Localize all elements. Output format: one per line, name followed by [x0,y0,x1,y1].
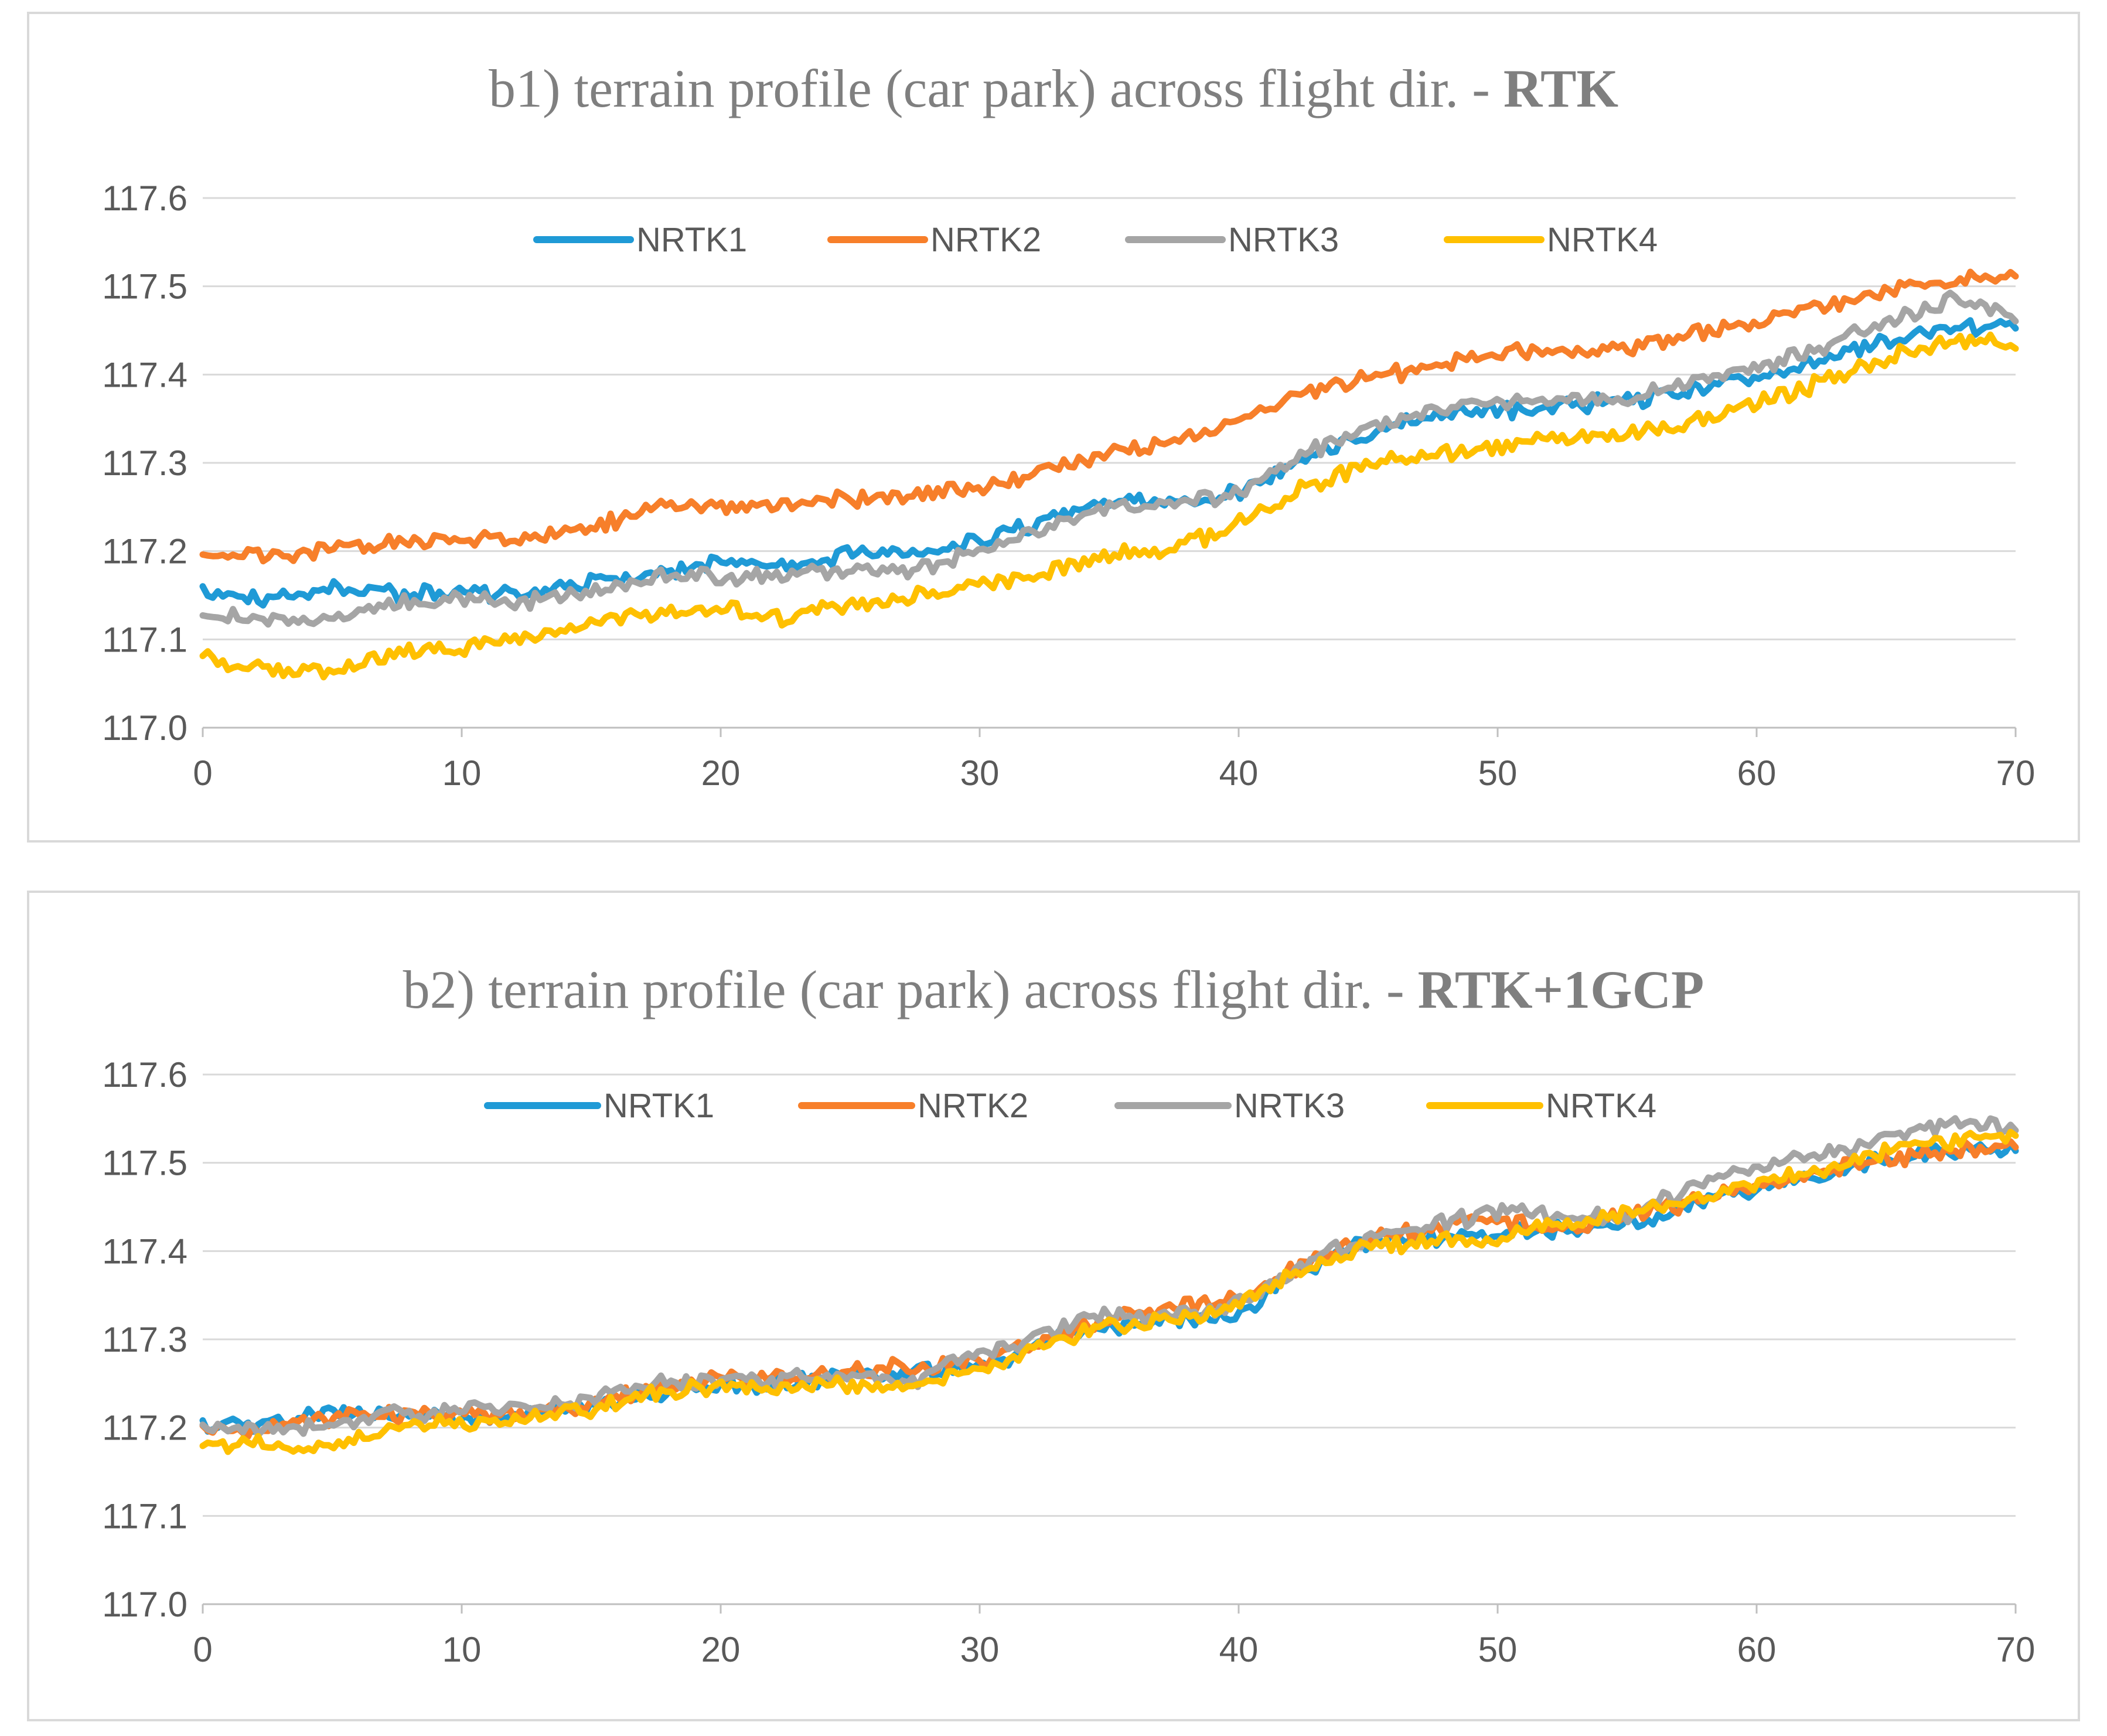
series-line-nrtk3 [199,289,2019,628]
chart-b1: b1) terrain profile (car park) across fl… [102,59,2036,793]
chart-b2: b2) terrain profile (car park) across fl… [102,960,2036,1669]
x-tick-label: 30 [960,753,1000,793]
legend-label: NRTK2 [930,221,1041,259]
chart-title-bold: RTK+1GCP [1418,960,1704,1019]
y-tick-label: 117.5 [102,267,187,306]
chart-panel-b1: b1) terrain profile (car park) across fl… [27,12,2080,843]
x-tick-label: 30 [960,1630,1000,1669]
chart-title-bold: RTK [1503,59,1618,118]
y-tick-label: 117.1 [102,1496,187,1536]
x-tick-label: 60 [1737,753,1777,793]
chart-title: b1) terrain profile (car park) across fl… [489,59,1618,118]
x-tick-label: 60 [1737,1630,1777,1669]
y-tick-label: 117.0 [102,708,187,748]
x-tick-label: 20 [701,753,741,793]
x-tick-label: 10 [442,753,482,793]
y-tick-label: 117.2 [102,532,187,571]
y-tick-label: 117.3 [102,444,187,483]
chart-panel-b2: b2) terrain profile (car park) across fl… [27,891,2080,1721]
legend-label: NRTK3 [1228,221,1339,259]
legend-label: NRTK4 [1547,221,1658,259]
chart-title: b2) terrain profile (car park) across fl… [403,960,1704,1019]
legend-label: NRTK4 [1546,1087,1656,1125]
y-tick-label: 117.4 [102,1232,187,1271]
x-tick-label: 10 [442,1630,482,1669]
x-tick-label: 50 [1478,1630,1518,1669]
series-line-nrtk2 [199,268,2019,565]
series-line-nrtk3 [199,1115,2019,1438]
x-tick-label: 40 [1219,1630,1259,1669]
y-tick-label: 117.1 [102,620,187,659]
x-tick-label: 0 [193,1630,212,1669]
y-tick-label: 117.4 [102,355,187,394]
legend-label: NRTK2 [918,1087,1028,1125]
x-tick-label: 50 [1478,753,1518,793]
y-tick-label: 117.6 [102,1055,187,1094]
x-tick-label: 20 [701,1630,741,1669]
x-tick-label: 70 [1996,1630,2036,1669]
legend-label: NRTK3 [1234,1087,1345,1125]
legend-label: NRTK1 [604,1087,714,1125]
legend-label: NRTK1 [636,221,747,259]
y-tick-label: 117.3 [102,1320,187,1359]
series-line-nrtk4 [199,331,2019,681]
x-tick-label: 70 [1996,753,2036,793]
y-tick-label: 117.5 [102,1144,187,1183]
chart-title-main: b1) terrain profile (car park) across fl… [489,59,1503,118]
series-line-nrtk4 [199,1128,2019,1455]
y-tick-label: 117.6 [102,179,187,218]
x-tick-label: 40 [1219,753,1259,793]
chart-title-main: b2) terrain profile (car park) across fl… [403,960,1418,1019]
y-tick-label: 117.0 [102,1585,187,1624]
y-tick-label: 117.2 [102,1408,187,1448]
x-tick-label: 0 [193,753,212,793]
